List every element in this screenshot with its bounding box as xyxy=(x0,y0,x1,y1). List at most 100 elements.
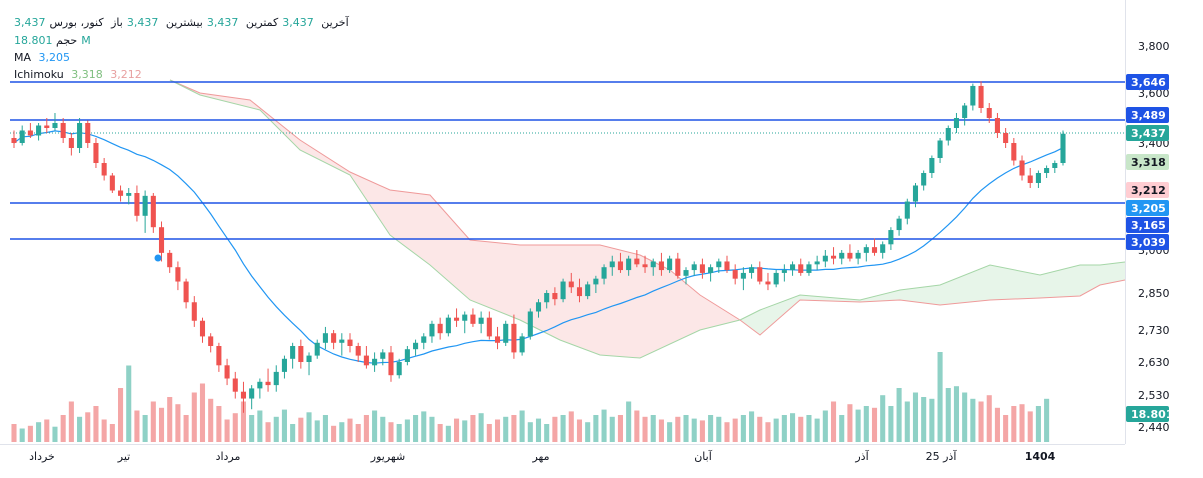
ma-line xyxy=(13,130,1064,364)
volume-bar xyxy=(978,401,984,442)
candle-body xyxy=(191,302,197,321)
candle-body xyxy=(150,195,156,228)
volume-bar xyxy=(167,397,173,442)
price-badge xyxy=(1126,217,1169,233)
volume-bar xyxy=(19,428,25,442)
candle-body xyxy=(732,270,738,279)
volume-bar xyxy=(519,410,525,442)
candle-body xyxy=(511,323,517,353)
candle-body xyxy=(380,352,386,359)
volume-bar xyxy=(724,422,730,442)
legend-volume-value: 18.801M xyxy=(14,34,91,47)
span-b-line xyxy=(739,279,1126,336)
candle-body xyxy=(552,293,558,300)
legend-ichimoku-a: 3,318 xyxy=(71,68,103,81)
candle-body xyxy=(658,261,664,271)
candle-body xyxy=(429,323,435,337)
candle-body xyxy=(945,128,951,141)
volume-bar xyxy=(765,422,771,442)
candle-body xyxy=(830,255,837,259)
price-badge xyxy=(1126,74,1169,90)
candle-body xyxy=(617,261,623,271)
candle-body xyxy=(322,333,328,343)
candle-body xyxy=(388,352,394,376)
volume-bar xyxy=(830,401,837,442)
volume-bar xyxy=(355,424,361,442)
candle-body xyxy=(822,255,828,262)
volume-bar xyxy=(1035,406,1041,442)
y-tick-label: 2,630 xyxy=(1138,356,1170,369)
candle-body xyxy=(912,185,919,202)
x-tick-label: مهر xyxy=(531,450,549,463)
y-tick-label: 2,730 xyxy=(1138,324,1170,337)
legend-volume-label: حجم xyxy=(56,34,78,47)
moving-average xyxy=(13,130,1064,364)
volume-bar xyxy=(36,422,42,442)
plot-area xyxy=(0,0,1125,444)
volume-bar xyxy=(740,415,746,442)
volume-bar xyxy=(150,401,156,442)
legend-exchange: کنور، بورس xyxy=(49,16,104,29)
candle-body xyxy=(568,281,574,288)
candle-body xyxy=(462,314,468,321)
volume-bar xyxy=(331,425,337,442)
volume-bar xyxy=(134,410,140,442)
volume-bar xyxy=(757,416,763,442)
candle-body xyxy=(249,388,255,399)
volume-bar xyxy=(1019,404,1025,442)
x-tick-label: خرداد xyxy=(29,450,55,463)
candle-body xyxy=(757,267,763,282)
price-badge xyxy=(1126,107,1169,123)
candle-body xyxy=(1060,133,1066,163)
volume-bar xyxy=(863,406,869,442)
candles xyxy=(11,81,1066,413)
candle-body xyxy=(331,333,337,343)
legend-open-label: باز xyxy=(111,16,123,29)
price-badge xyxy=(1126,234,1169,250)
volume-bar xyxy=(93,406,99,442)
volume-bar xyxy=(445,425,451,442)
volume-bar xyxy=(470,415,476,442)
volume-bar xyxy=(593,415,599,442)
candle-body xyxy=(77,123,83,148)
volume-bar xyxy=(888,406,894,442)
volume-bar xyxy=(617,415,623,442)
volume-bar xyxy=(126,365,132,442)
candle-body xyxy=(27,130,33,136)
cloud-red-area xyxy=(170,80,740,358)
volume-bar xyxy=(109,424,115,442)
volume-bar xyxy=(609,416,615,442)
volume-bar xyxy=(912,392,919,442)
volume-bar xyxy=(454,418,460,442)
price-badge xyxy=(1126,182,1169,198)
candle-body xyxy=(117,190,124,196)
volume-bar xyxy=(871,407,878,442)
candle-body xyxy=(986,108,992,118)
volume-bar xyxy=(142,415,148,442)
candle-body xyxy=(535,302,542,312)
legend-high-value: 3,437 xyxy=(206,16,239,29)
volume-bar xyxy=(60,415,66,442)
y-tick-label: 3,600 xyxy=(1138,87,1170,100)
candle-body xyxy=(527,311,533,337)
candle-body xyxy=(839,252,845,259)
y-tick-label: 3,800 xyxy=(1138,40,1170,53)
legend-open-value: 3,437 xyxy=(126,16,159,29)
volume-bar xyxy=(158,407,165,442)
candle-body xyxy=(740,272,746,279)
candle-body xyxy=(593,278,599,285)
volume-bar xyxy=(101,419,107,442)
price-badge-label: 3,212 xyxy=(1131,184,1166,197)
candle-body xyxy=(929,158,935,173)
volume-bar xyxy=(691,418,697,442)
volume-bar xyxy=(839,415,845,442)
candle-body xyxy=(445,317,451,334)
legend-ma: MA 3,205 xyxy=(14,51,74,64)
cloud-green-area xyxy=(740,262,1125,335)
candle-body xyxy=(52,123,58,128)
volume-bar xyxy=(929,398,935,442)
candle-body xyxy=(478,317,484,324)
candle-body xyxy=(888,230,894,245)
volume-bar xyxy=(273,416,279,442)
